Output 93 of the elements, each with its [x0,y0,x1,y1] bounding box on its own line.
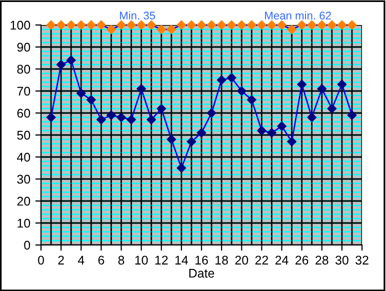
x-tick-label: 32 [356,256,368,265]
point [257,126,266,136]
point [277,20,286,30]
text: Min. 35 [120,11,156,20]
point [156,24,166,34]
x-tick-label: 20 [235,256,248,265]
y-tick-label: 10 [18,218,30,228]
point [66,20,76,30]
point [226,20,236,30]
point [297,20,306,30]
point [86,20,96,30]
x-tick-label: 0 [38,256,44,265]
point [216,20,226,30]
y-tick-label: 40 [16,152,30,162]
point [327,20,337,30]
point [66,56,76,65]
point [46,112,56,122]
x-tick-label: 30 [335,256,348,265]
point [186,20,196,30]
point [146,20,156,30]
point [206,108,216,118]
point [106,24,116,34]
y-tick-label: 60 [17,108,30,118]
x-tick-label: 6 [98,256,104,265]
point [166,24,176,34]
x-tick-label: 2 [58,256,64,264]
point [166,134,176,144]
point [237,86,246,96]
point [126,114,136,124]
x-axis-title: Date [189,268,214,278]
y-tick-label: 20 [17,196,30,206]
point [226,73,236,82]
point [126,20,136,30]
point [156,104,166,114]
point [176,163,186,173]
point [247,20,256,30]
point [267,128,276,138]
y-tick-label: 70 [17,86,30,96]
point [237,20,246,30]
point [287,24,296,34]
point [116,20,126,30]
point [176,20,186,30]
point [337,80,347,90]
point [96,20,106,30]
point [186,136,196,146]
point [196,20,206,30]
point [76,20,86,30]
x-tick-label: 26 [295,256,308,265]
y-tick-label: 90 [17,42,30,52]
y-tick-label: 50 [17,130,30,140]
y-tick-label: 80 [17,64,30,74]
point [116,112,126,122]
point [317,20,326,30]
x-tick-label: 22 [255,256,268,264]
x-tick-label: 14 [175,256,188,264]
point [267,20,276,30]
y-tick-label: 30 [17,174,30,184]
point [136,20,146,30]
y-tick-label: 0 [24,240,30,250]
point [196,128,206,138]
x-tick-label: 18 [216,256,228,265]
point [206,20,216,30]
point [337,20,347,30]
point [96,114,106,124]
y-tick-label: 100 [10,20,30,30]
point [136,84,146,94]
point [257,20,266,30]
point [277,122,286,131]
point [347,110,357,120]
point [146,114,156,124]
point [106,110,116,120]
x-tick-label: 12 [155,256,168,264]
point [216,75,226,85]
point [76,88,86,98]
text: Mean min. 62 [265,11,331,20]
point [307,112,316,122]
point [327,104,337,114]
x-tick-label: 16 [196,256,208,265]
x-tick-label: 24 [275,256,288,264]
point [247,95,256,104]
x-tick-label: 28 [316,256,328,265]
point [287,136,296,146]
point [347,20,357,30]
point [46,20,56,30]
point [56,20,66,30]
point [307,20,316,30]
x-tick-label: 4 [78,256,84,264]
point [297,80,306,90]
point [86,95,96,104]
x-tick-label: 8 [118,256,124,265]
point [317,84,326,94]
x-tick-label: 10 [135,256,148,265]
point [56,60,66,70]
